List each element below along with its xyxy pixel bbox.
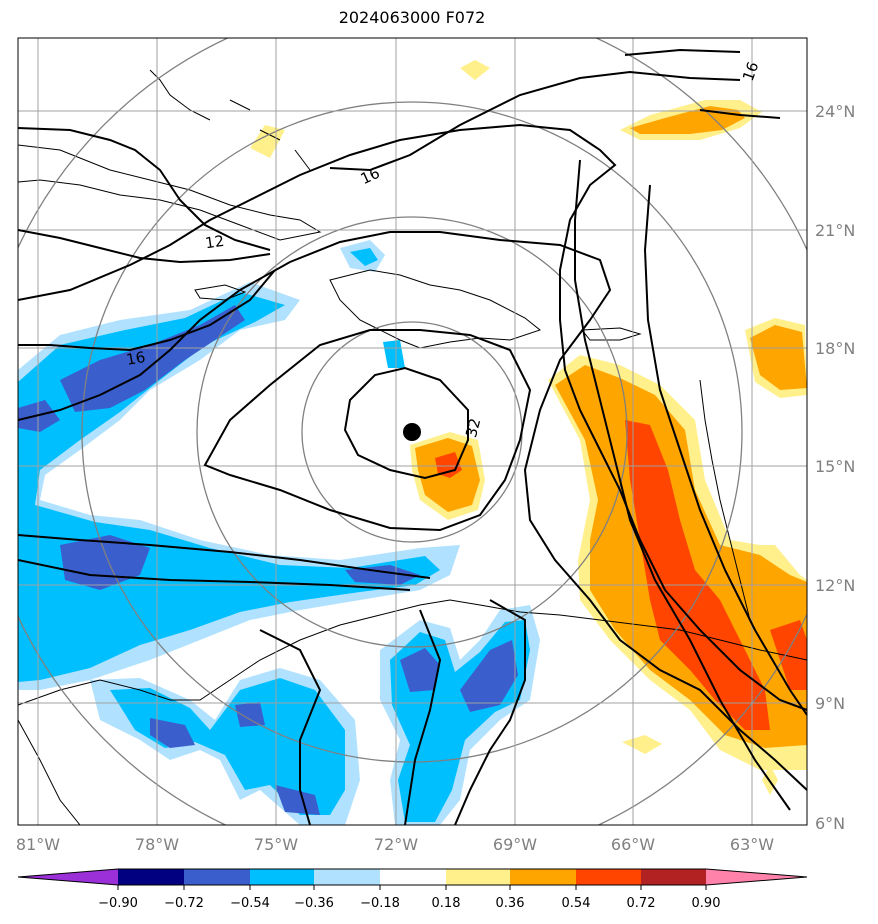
latitude-labels: 24°N 21°N 18°N 15°N 12°N 9°N 6°N xyxy=(815,102,855,833)
negative-anomaly-south-mid xyxy=(110,678,345,815)
contour-south-3 xyxy=(259,629,322,825)
colorbar-extend-low xyxy=(18,869,118,885)
colorbar-tick-label: −0.36 xyxy=(294,896,334,911)
contour-south-4 xyxy=(404,609,442,825)
longitude-labels: 81°W 78°W 75°W 72°W 69°W 66°W 63°W xyxy=(16,835,774,854)
negative-anomaly-center-south-dark-2 xyxy=(460,640,518,712)
colorbar-tick-label: 0.36 xyxy=(496,896,525,911)
contour-east-1 xyxy=(574,159,791,811)
contour-south-5 xyxy=(454,599,526,825)
plot-frame xyxy=(17,37,808,826)
colorbar-seg-2 xyxy=(184,869,250,885)
cuba-coastline xyxy=(18,144,322,241)
colorbar-seg-1 xyxy=(118,869,184,885)
range-ring-2 xyxy=(196,216,628,648)
colorbar-seg-6 xyxy=(446,869,510,885)
puerto-rico-coastline xyxy=(581,327,642,341)
lesser-antilles-coastline xyxy=(699,379,751,621)
lon-label-63w: 63°W xyxy=(730,835,774,854)
negative-anomaly-small-north-2 xyxy=(383,340,405,368)
central-america-coastline xyxy=(18,719,81,825)
hispaniola-coastline xyxy=(329,269,542,349)
contour-east-2 xyxy=(643,184,807,716)
colorbar-seg-4 xyxy=(314,869,380,885)
positive-anomaly-east-red-2 xyxy=(770,620,807,690)
colorbar-tick-marks xyxy=(117,885,707,890)
negative-anomaly-small-north-mid xyxy=(350,248,378,266)
jamaica-coastline xyxy=(194,284,247,301)
positive-anomaly-small-3 xyxy=(622,735,662,754)
range-ring-3 xyxy=(81,101,743,763)
colorbar-seg-3 xyxy=(250,869,314,885)
contour-label-32: 32 xyxy=(462,416,484,439)
contour-south-1 xyxy=(18,534,431,579)
bahamas-coastline xyxy=(149,69,311,171)
lat-label-24n: 24°N xyxy=(815,102,855,121)
lon-label-66w: 66°W xyxy=(611,835,655,854)
colorbar-tick-label: −0.90 xyxy=(98,896,138,911)
negative-anomaly-south-dark-3 xyxy=(275,785,320,815)
lon-label-72w: 72°W xyxy=(374,835,418,854)
colorbar-seg-8 xyxy=(576,869,641,885)
positive-anomaly-ne2-orange xyxy=(750,325,807,390)
contour-12 xyxy=(18,229,271,264)
colorbar-seg-7 xyxy=(510,869,576,885)
negative-anomaly-west-dark-3 xyxy=(60,535,150,590)
colorbar-tick-label: 0.72 xyxy=(627,896,656,911)
colorbar-tick-label: 0.18 xyxy=(432,896,461,911)
lon-label-78w: 78°W xyxy=(135,835,179,854)
pressure-contours xyxy=(18,48,807,825)
lat-label-6n: 6°N xyxy=(815,814,845,833)
contour-20 xyxy=(18,123,807,711)
colorbar: −0.90 −0.72 −0.54 −0.36 −0.18 0.18 0.36 … xyxy=(17,868,808,911)
colorbar-tick-label: −0.18 xyxy=(360,896,400,911)
contour-label-16-west: 16 xyxy=(125,348,147,369)
contour-28 xyxy=(203,329,532,532)
lat-label-9n: 9°N xyxy=(815,694,845,713)
contour-south-2 xyxy=(18,559,411,591)
contour-label-12: 12 xyxy=(204,232,225,252)
map-plot-area: 16 16 12 16 32 xyxy=(18,38,807,825)
map-title: 2024063000 F072 xyxy=(338,8,486,27)
negative-anomaly-center-south-dark xyxy=(400,648,440,692)
colorbar-tick-label: −0.72 xyxy=(164,896,204,911)
colorbar-seg-9 xyxy=(641,869,706,885)
colorbar-extend-high xyxy=(706,869,807,885)
coastlines xyxy=(18,69,807,825)
lat-label-18n: 18°N xyxy=(815,339,855,358)
lon-label-75w: 75°W xyxy=(254,835,298,854)
storm-center-marker xyxy=(403,423,421,441)
graticule xyxy=(18,38,807,825)
lon-label-81w: 81°W xyxy=(16,835,60,854)
negative-anomaly-south-dark-2 xyxy=(235,702,265,727)
lon-label-69w: 69°W xyxy=(493,835,537,854)
positive-anomaly-small-1 xyxy=(460,60,490,80)
positive-anomaly-near-storm-red xyxy=(435,452,462,478)
contour-16 xyxy=(18,48,781,352)
lat-label-15n: 15°N xyxy=(815,457,855,476)
south-america-coastline xyxy=(18,599,807,706)
colorbar-tick-label: 0.90 xyxy=(692,896,721,911)
colorbar-tick-label: 0.54 xyxy=(562,896,591,911)
negative-anomaly-west-dark xyxy=(60,305,245,412)
negative-anomaly-south-dark xyxy=(150,718,195,748)
contour-32 xyxy=(343,366,469,480)
contour-label-16-ne: 16 xyxy=(739,59,762,83)
positive-anomaly-east-red xyxy=(625,420,770,730)
colorbar-tick-label: −0.54 xyxy=(230,896,270,911)
lat-label-12n: 12°N xyxy=(815,576,855,595)
colorbar-seg-5 xyxy=(380,869,446,885)
lat-label-21n: 21°N xyxy=(815,221,855,240)
